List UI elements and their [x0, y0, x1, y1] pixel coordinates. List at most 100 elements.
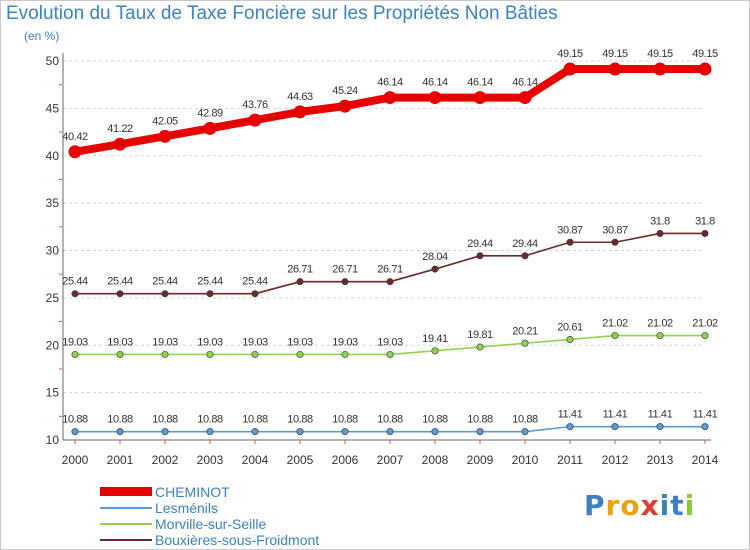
data-point	[296, 350, 304, 358]
data-point	[476, 428, 484, 436]
y-tick-label: 15	[46, 386, 60, 400]
data-label: 20.61	[557, 321, 583, 333]
data-label: 19.41	[422, 333, 448, 345]
data-label: 30.87	[557, 224, 583, 236]
data-label: 19.81	[467, 329, 493, 341]
data-point	[386, 350, 394, 358]
data-point	[653, 62, 667, 76]
data-point	[296, 278, 304, 286]
data-label: 10.88	[332, 414, 358, 426]
legend-item-cheminot: CHEMINOT	[100, 484, 400, 500]
data-label: 10.88	[512, 414, 538, 426]
data-label: 31.8	[695, 215, 715, 227]
proxiti-logo: Proxiti	[584, 489, 695, 522]
data-label: 25.44	[107, 276, 133, 288]
logo-letter: i	[659, 489, 671, 522]
data-point	[158, 129, 172, 143]
data-point	[206, 290, 214, 298]
data-label: 25.44	[242, 276, 268, 288]
legend-swatch-cheminot	[100, 487, 152, 496]
data-point	[203, 121, 217, 135]
logo-letter: x	[640, 489, 660, 522]
x-tick-label: 2003	[197, 453, 224, 467]
data-label: 21.02	[602, 318, 628, 330]
x-tick-label: 2002	[152, 453, 179, 467]
data-point	[608, 62, 622, 76]
data-point	[206, 428, 214, 436]
data-point	[341, 428, 349, 436]
data-point	[521, 428, 529, 436]
data-label: 26.71	[287, 264, 313, 276]
data-label: 49.15	[557, 48, 583, 60]
data-label: 10.88	[377, 414, 403, 426]
x-tick-label: 2001	[107, 453, 134, 467]
data-point	[701, 229, 709, 237]
legend-swatch-morville	[100, 523, 152, 525]
y-axis-unit-label: (en %)	[24, 29, 60, 43]
x-tick-label: 2009	[467, 453, 494, 467]
data-label: 29.44	[467, 238, 493, 250]
data-point	[383, 91, 397, 105]
data-label: 21.02	[692, 318, 718, 330]
data-point	[206, 350, 214, 358]
data-label: 29.44	[512, 238, 538, 250]
legend-item-morville: Morville-sur-Seille	[100, 516, 400, 532]
legend-label-cheminot: CHEMINOT	[155, 484, 230, 500]
logo-letter: P	[584, 489, 606, 522]
data-point	[521, 252, 529, 260]
data-label: 19.03	[197, 336, 223, 348]
data-label: 26.71	[332, 264, 358, 276]
data-point	[251, 350, 259, 358]
data-label: 28.04	[422, 251, 448, 263]
data-point	[431, 347, 439, 355]
data-label: 19.03	[152, 336, 178, 348]
data-point	[431, 428, 439, 436]
data-label: 19.03	[287, 336, 313, 348]
data-label: 11.41	[693, 409, 718, 421]
data-point	[341, 350, 349, 358]
data-point	[476, 343, 484, 351]
data-label: 10.88	[467, 414, 493, 426]
data-label: 11.41	[603, 409, 628, 421]
x-tick-label: 2007	[377, 453, 404, 467]
data-point	[611, 332, 619, 340]
logo-letter: o	[620, 489, 641, 522]
legend-item-bouxieres: Bouxières-sous-Froidmont	[100, 532, 400, 548]
series-lesmenils: 10.88 10.88 10.88 10.88 10.88 10.88 10.88 10.88…	[62, 409, 718, 436]
data-label: 19.03	[107, 336, 133, 348]
x-tick-label: 2005	[287, 453, 314, 467]
data-label: 19.03	[242, 336, 268, 348]
data-label: 10.88	[422, 414, 448, 426]
data-label: 46.14	[422, 77, 448, 89]
data-point	[293, 105, 307, 119]
y-tick-label: 25	[46, 291, 60, 305]
data-label: 49.15	[602, 48, 628, 60]
data-point	[248, 113, 262, 127]
data-point	[566, 238, 574, 246]
data-point	[116, 290, 124, 298]
y-tick-label: 10	[46, 433, 60, 447]
data-label: 46.14	[467, 77, 493, 89]
logo-letter: i	[684, 489, 696, 522]
data-point	[251, 290, 259, 298]
x-tick-label: 2013	[647, 453, 674, 467]
data-label: 10.88	[152, 414, 178, 426]
y-tick-label: 45	[46, 101, 60, 115]
data-label: 25.44	[152, 276, 178, 288]
data-label: 25.44	[197, 276, 223, 288]
legend-swatch-bouxieres	[100, 539, 152, 541]
x-tick-label: 2014	[692, 453, 719, 467]
logo-letter: t	[670, 489, 685, 522]
data-point	[116, 350, 124, 358]
data-point	[473, 91, 487, 105]
data-label: 11.41	[558, 409, 583, 421]
data-point	[113, 137, 127, 151]
data-label: 40.42	[62, 131, 88, 143]
data-label: 31.8	[650, 215, 670, 227]
data-label: 46.14	[377, 77, 403, 89]
data-point	[611, 423, 619, 431]
series-morville-sur-seille: 19.03 19.03 19.03 19.03 19.03 19.03 19.03 19.03…	[62, 318, 718, 358]
x-tick-label: 2006	[332, 453, 359, 467]
